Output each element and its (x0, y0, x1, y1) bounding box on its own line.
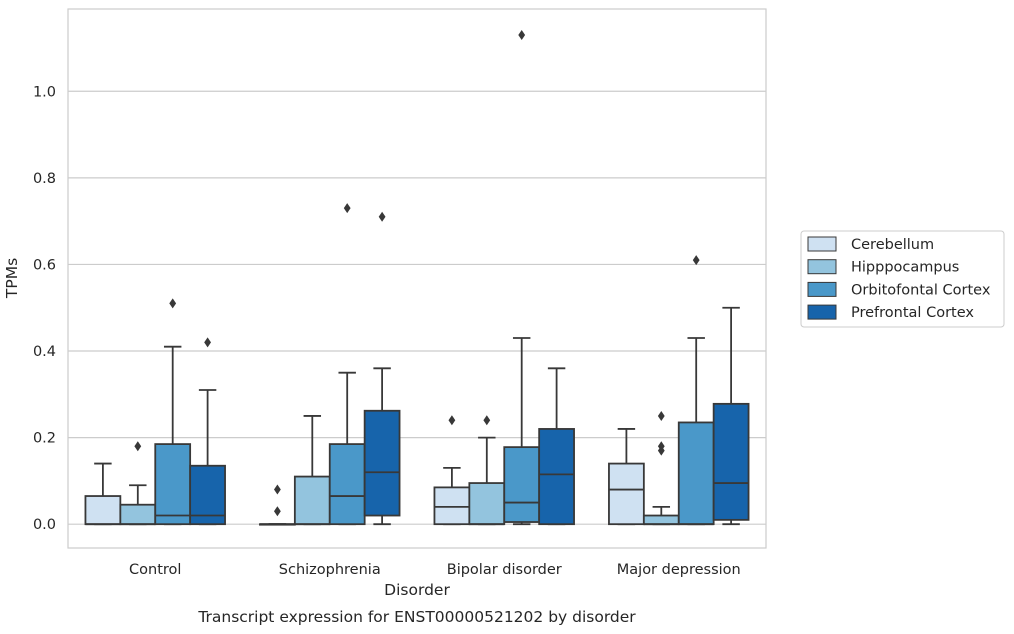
y-tick-label: 0.6 (33, 257, 56, 273)
legend-label: Hipppocampus (851, 260, 959, 276)
y-axis-label: TPMs (3, 258, 21, 299)
outlier-marker (657, 445, 665, 456)
outlier-marker (343, 203, 351, 214)
box-cerebellum-0 (84, 462, 122, 526)
box-body (503, 446, 541, 523)
box-prefrontal-cortex-1 (363, 211, 401, 526)
box-body (293, 475, 331, 526)
box-body (677, 421, 715, 526)
x-tick-label: Control (129, 562, 181, 578)
outlier-marker (657, 410, 665, 421)
x-tick-label: Bipolar disorder (447, 562, 562, 578)
box-prefrontal-cortex-2 (538, 367, 575, 526)
legend-label: Prefrontal Cortex (851, 305, 974, 321)
x-tick-label: Major depression (617, 562, 741, 578)
box-body (712, 402, 750, 521)
legend-label: Orbitofontal Cortex (851, 282, 991, 298)
box-orbitofontal-cortex-2 (503, 29, 541, 526)
box-cerebellum-2 (433, 415, 471, 526)
box-body (328, 443, 366, 526)
legend-swatch (807, 236, 837, 252)
outlier-marker (134, 441, 142, 452)
x-tick-label: Schizophrenia (279, 562, 381, 578)
box-prefrontal-cortex-0 (189, 337, 226, 526)
box-hipppocampus-2 (468, 415, 506, 526)
outlier-marker (378, 211, 386, 222)
box-body (538, 428, 575, 526)
box-body (608, 462, 645, 526)
box-body (433, 486, 471, 526)
legend-frame (800, 230, 1005, 328)
y-tick-label: 0.2 (33, 431, 56, 447)
outlier-marker (169, 298, 177, 309)
box-body (154, 443, 192, 526)
box-hipppocampus-0 (119, 441, 157, 526)
outlier-marker (274, 484, 281, 495)
outlier-marker (204, 337, 211, 348)
y-tick-label: 0.8 (33, 171, 56, 187)
box-body (363, 409, 401, 517)
outlier-marker (483, 415, 491, 426)
box-prefrontal-cortex-3 (712, 306, 750, 526)
outlier-marker (692, 255, 700, 266)
box-body (84, 495, 122, 526)
box-hipppocampus-1 (293, 415, 331, 526)
x-tick-labels: Control Schizophrenia Bipolar disorder Majo… (129, 562, 741, 578)
y-tick-label: 1.0 (33, 84, 56, 100)
box-body (468, 482, 506, 526)
box-body (642, 514, 680, 526)
box-groups (84, 29, 750, 526)
y-tick-label: 0.0 (33, 517, 56, 533)
box-cerebellum-3 (608, 428, 645, 526)
chart-caption: Transcript expression for ENST0000052120… (197, 608, 636, 626)
legend-swatch (807, 259, 837, 275)
outlier-marker (448, 415, 456, 426)
box-body (119, 503, 157, 526)
y-tick-label: 0.4 (33, 344, 56, 360)
legend: Cerebellum Hipppocampus Orbitofontal Corte… (800, 230, 1005, 328)
legend-swatch (807, 281, 837, 297)
x-axis-label: Disorder (384, 581, 450, 599)
outlier-marker (274, 506, 281, 517)
legend-swatch (807, 304, 837, 320)
outlier-marker (518, 29, 526, 40)
box-orbitofontal-cortex-0 (154, 298, 192, 526)
legend-label: Cerebellum (851, 237, 934, 253)
box-body (189, 464, 226, 526)
y-tick-labels: 0.0 0.2 0.4 0.6 0.8 1.0 (33, 84, 56, 533)
